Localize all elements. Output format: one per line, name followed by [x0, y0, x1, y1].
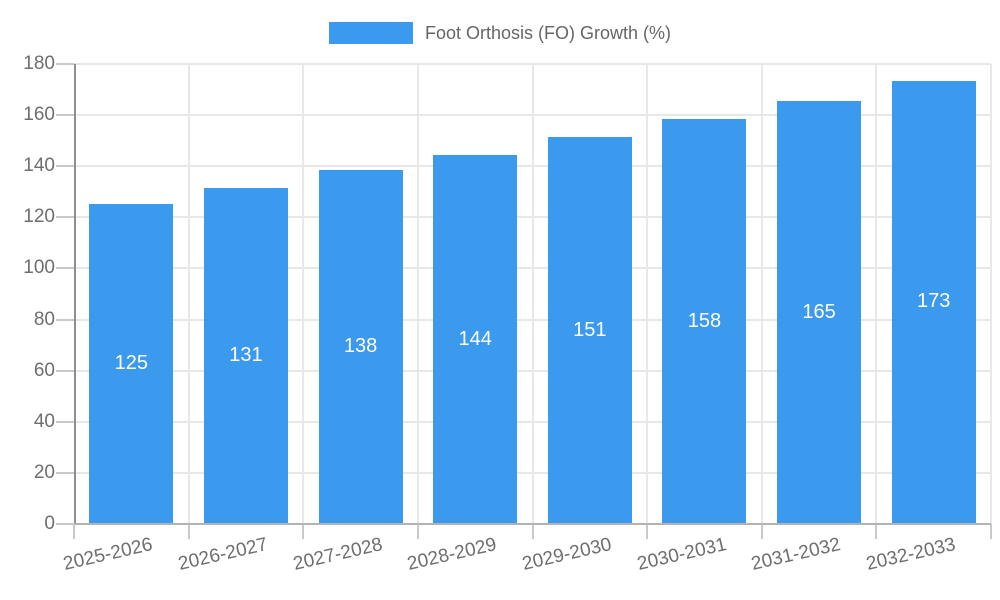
- y-axis-tick-label: 140: [23, 155, 55, 177]
- x-axis-category-label: 2027-2028: [291, 534, 385, 575]
- y-axis-tick-label: 160: [23, 104, 55, 126]
- y-tick-mark: [56, 471, 74, 474]
- x-gridline: [416, 64, 419, 524]
- x-tick-mark: [875, 524, 878, 539]
- bar[interactable]: 131: [203, 188, 288, 523]
- y-tick-mark: [56, 63, 74, 65]
- plot-area: 0 20 40 60 80 100 120 140 160 180 125 2025-2026 131 2…: [23, 54, 992, 575]
- bar[interactable]: 151: [547, 137, 632, 523]
- x-tick-mark: [760, 524, 763, 539]
- x-gridline: [990, 64, 992, 524]
- x-tick-mark: [646, 524, 649, 539]
- y-axis-tick-label: 20: [33, 461, 55, 483]
- x-gridline: [875, 64, 878, 524]
- bar[interactable]: 144: [433, 155, 518, 523]
- bar[interactable]: 125: [89, 203, 174, 523]
- bar-value-label: 125: [114, 351, 148, 374]
- y-tick-mark: [56, 114, 74, 117]
- bar-value-label: 165: [802, 300, 836, 323]
- x-tick-mark: [187, 524, 190, 539]
- y-tick-mark: [56, 165, 74, 168]
- y-axis-tick-label: 120: [23, 206, 55, 228]
- y-tick-mark: [56, 523, 74, 525]
- bar[interactable]: 138: [318, 170, 403, 523]
- y-axis-line: [74, 64, 76, 524]
- bar[interactable]: 173: [891, 80, 976, 523]
- x-axis-line: [74, 523, 991, 525]
- chart-legend: Foot Orthosis (FO) Growth (%): [0, 22, 1000, 44]
- bar-value-label: 144: [458, 327, 492, 350]
- y-tick-mark: [56, 267, 74, 270]
- x-axis-category-label: 2032-2033: [864, 534, 958, 575]
- x-tick-mark: [302, 524, 305, 539]
- bar[interactable]: 165: [777, 101, 862, 523]
- x-gridline: [187, 64, 190, 524]
- bar-value-label: 173: [917, 290, 951, 313]
- y-tick-mark: [56, 318, 74, 321]
- x-tick-mark: [990, 524, 992, 539]
- legend-series-label: Foot Orthosis (FO) Growth (%): [424, 23, 672, 43]
- x-axis-category-label: 2028-2029: [405, 534, 499, 575]
- x-axis-category-label: 2026-2027: [176, 534, 270, 575]
- x-axis-category-label: 2030-2031: [634, 534, 729, 575]
- bar-value-label: 158: [687, 309, 722, 332]
- y-axis-tick-label: 60: [33, 359, 55, 381]
- bar-value-label: 131: [229, 344, 263, 367]
- y-axis-tick-label: 180: [23, 53, 55, 74]
- y-axis-tick-label: 80: [33, 308, 55, 330]
- x-tick-mark: [531, 524, 534, 539]
- y-tick-mark: [56, 216, 74, 219]
- x-gridline: [760, 64, 763, 524]
- x-gridline: [302, 64, 305, 524]
- x-tick-mark: [416, 524, 419, 539]
- y-axis-tick-label: 0: [44, 513, 55, 534]
- bar[interactable]: 158: [662, 119, 747, 523]
- x-tick-mark: [73, 524, 75, 539]
- bar-value-label: 151: [573, 318, 607, 341]
- x-axis-category-label: 2025-2026: [61, 534, 156, 575]
- y-axis-tick-label: 100: [23, 257, 55, 279]
- x-gridline: [531, 64, 534, 524]
- x-gridline: [646, 64, 649, 524]
- bar-value-label: 138: [343, 335, 378, 358]
- x-axis-category-label: 2031-2032: [749, 534, 843, 575]
- y-axis-tick-label: 40: [33, 410, 55, 432]
- x-axis-category-label: 2029-2030: [520, 534, 614, 575]
- y-tick-mark: [56, 420, 74, 423]
- y-tick-mark: [56, 369, 74, 372]
- legend-color-swatch: [328, 22, 413, 44]
